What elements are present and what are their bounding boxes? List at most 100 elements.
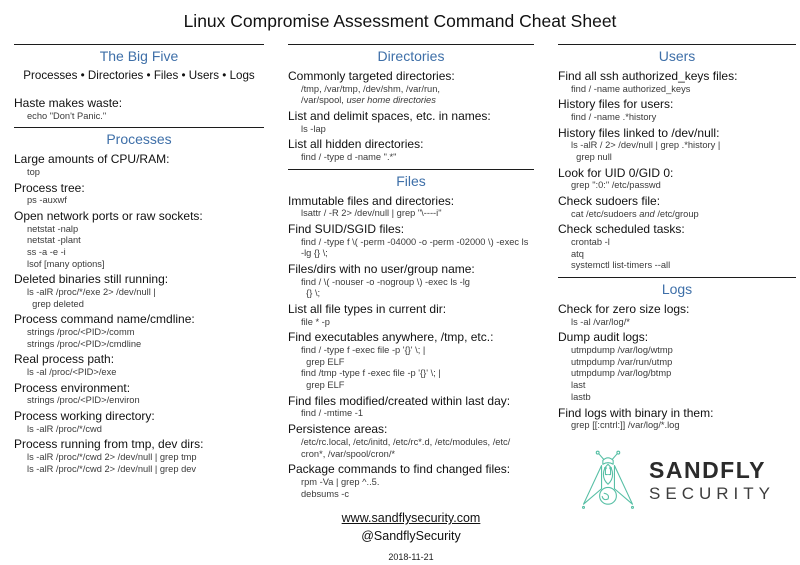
command-line: utmpdump /var/log/btmp [571, 368, 672, 379]
logo-name: SANDFLY [649, 457, 767, 484]
command-text: /var/spool, [301, 95, 347, 106]
cheat-entry: Commonly targeted directories:/tmp, /var… [288, 69, 534, 107]
entry-label: Persistence areas: [288, 422, 388, 437]
cheat-entry: Persistence areas:/etc/rc.local, /etc/in… [288, 422, 534, 460]
cheat-entry: Dump audit logs: utmpdump /var/log/wtmp ut… [558, 330, 796, 403]
command-line: /var/spool, user home directories [301, 95, 534, 107]
command-text: /etc/group [654, 208, 699, 219]
section-divider [558, 277, 796, 279]
section-heading-the-big-five: The Big Five [99, 48, 179, 64]
entry-label: History files linked to /dev/null: [558, 125, 720, 140]
cheat-entry: Find files modified/created within last … [288, 394, 534, 420]
entry-label: Find executables anywhere, /tmp, etc.: [288, 330, 494, 345]
command-line: utmpdump /var/log/wtmp [571, 345, 673, 356]
command-line: find / \( -nouser -o -nogroup \) -exec l… [301, 276, 470, 287]
cheat-entry: History files linked to /dev/null: ls -al… [558, 126, 796, 164]
command-line: ls -al /var/log/* [571, 316, 630, 327]
section-divider [288, 168, 534, 170]
command-line: file * -p [301, 316, 330, 327]
sandfly-fly-icon [582, 450, 635, 509]
cheat-entry: Process working directory: ls -alR /proc/… [14, 409, 264, 435]
command-line: /etc/rc.local, /etc/initd, /etc/rc*.d, /… [301, 436, 511, 447]
entry-label: List all hidden directories: [288, 137, 424, 152]
entry-label: Check for zero size logs: [558, 302, 690, 317]
command-line: ls -al /proc/<PID>/exe [27, 367, 117, 378]
command-line: lsattr / -R 2> /dev/null | grep "\----i" [301, 208, 442, 219]
command-line: top [27, 166, 40, 177]
entry-label: Check sudoers file: [558, 194, 661, 209]
entry-label: Haste makes waste: [14, 96, 123, 110]
column-right-body: Users Find all ssh authorized_keys files:… [558, 44, 796, 432]
entry-label: Process tree: [14, 180, 85, 195]
column-left-body: The Big Five Processes • Directories • Fi… [14, 44, 264, 476]
website-link[interactable]: www.sandflysecurity.com [341, 511, 481, 526]
command-line: ls -lap [301, 123, 326, 134]
section-heading-processes: Processes [106, 131, 172, 148]
twitter-handle: @SandflySecurity [361, 529, 461, 544]
page-title: Linux Compromise Assessment Command Chea… [183, 11, 617, 31]
entry-label: Process working directory: [14, 409, 155, 424]
cheat-entry: Find executables anywhere, /tmp, etc.: fi… [288, 330, 534, 391]
entry-label: Large amounts of CPU/RAM: [14, 152, 170, 167]
command-line: find / -type d -name ".*" [301, 151, 397, 162]
section-heading-users: Users [658, 48, 696, 64]
command-line: ls -alR / 2> /dev/null | grep .*history … [571, 140, 721, 151]
command-line: find /tmp -type f -exec file -p '{}' \; … [301, 368, 441, 379]
command-line: grep deleted [27, 298, 84, 309]
entry-label: Real process path: [14, 352, 115, 367]
column-middle: Directories Commonly targeted directories… [288, 39, 534, 562]
entry-label: Look for UID 0/GID 0: [558, 165, 674, 180]
sandfly-logo: SANDFLY SECURITY [558, 448, 796, 514]
cheat-entry: Find SUID/SGID files: find / -type f \( -… [288, 222, 534, 260]
section-divider [558, 44, 796, 45]
cheat-entry: Find logs with binary in them: grep [[:cn… [558, 406, 796, 432]
command-line: ls -alR /proc/*/exe 2> /dev/null | [27, 287, 156, 298]
entry-label: Find SUID/SGID files: [288, 222, 405, 237]
section-divider [14, 44, 264, 45]
column-middle-body: Directories Commonly targeted directories… [288, 44, 534, 500]
entry-label: Process environment: [14, 380, 131, 395]
command-line: grep ELF [301, 356, 345, 367]
cheat-entry: Real process path: ls -al /proc/<PID>/exe [14, 352, 264, 378]
big-five-list: Processes • Directories • Files • Users … [23, 69, 255, 82]
entry-label: Dump audit logs: [558, 330, 649, 345]
cheat-entry: Process running from tmp, dev dirs: ls -a… [14, 437, 264, 475]
entry-label: Package commands to find changed files: [288, 462, 511, 477]
command-line: crontab -l [571, 236, 610, 247]
cheat-entry: History files for users: find / -name .*h… [558, 97, 796, 123]
command-line: ls -alR /proc/*/cwd 2> /dev/null | grep … [27, 463, 197, 474]
command-line: find / -mtime -1 [301, 408, 363, 419]
entry-label: Find logs with binary in them: [558, 405, 714, 420]
command-line: systemctl list-timers --all [571, 260, 671, 271]
command-line: find / -type f -exec file -p '{}' \; | [301, 345, 426, 356]
command-line: atq [571, 248, 584, 259]
command-line: cat /etc/sudoers and /etc/group [571, 209, 796, 221]
command-text: and [639, 208, 655, 219]
command-line: lsof [many options] [27, 258, 105, 269]
command-text: user home directories [346, 95, 436, 106]
logo-subtitle: SECURITY [649, 483, 775, 503]
command-line: rpm -Va | grep ^..5. [301, 476, 380, 487]
command-line: ls -alR /proc/*/cwd 2> /dev/null | grep … [27, 452, 197, 463]
entry-label: Immutable files and directories: [288, 193, 455, 208]
cheat-entry: Check for zero size logs: ls -al /var/log… [558, 302, 796, 328]
command-line: grep null [571, 151, 612, 162]
column-left: The Big Five Processes • Directories • Fi… [14, 39, 264, 562]
command-line: grep ELF [301, 380, 345, 391]
cheat-entry: List all file types in current dir: file … [288, 302, 534, 328]
command-line: netstat -plant [27, 235, 81, 246]
command-line: find / -name authorized_keys [571, 83, 691, 94]
entry-label: List all file types in current dir: [288, 302, 447, 317]
cheat-entry: List and delimit spaces, etc. in names: l… [288, 109, 534, 135]
entry-label: Process command name/cmdline: [14, 312, 195, 327]
command-line: ps -auxwf [27, 195, 67, 206]
cheat-entry: Files/dirs with no user/group name: find … [288, 262, 534, 300]
cheat-entry: Open network ports or raw sockets: netsta… [14, 209, 264, 270]
cheat-entry: Large amounts of CPU/RAM: top [14, 152, 264, 178]
cheat-entry: Process tree: ps -auxwf [14, 181, 264, 207]
cheat-entry: Check scheduled tasks: crontab -l atq syste… [558, 222, 796, 272]
command-line: {} \; [301, 288, 321, 299]
cheat-entry: Package commands to find changed files: r… [288, 462, 534, 500]
command-line: last [571, 380, 586, 391]
